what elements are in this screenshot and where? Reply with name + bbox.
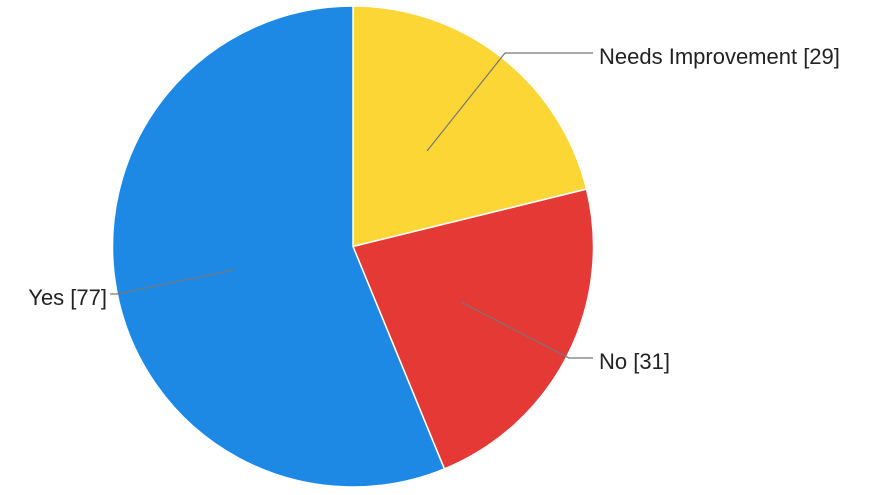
leader-line-needs-improvement — [426, 52, 593, 152]
slice-label-yes: Yes [77] — [28, 285, 107, 310]
slice-label-no: No [31] — [599, 349, 670, 374]
slices-layer — [111, 5, 595, 488]
leader-line-no — [460, 301, 593, 359]
leader-line-yes — [110, 269, 235, 295]
labels-layer: Needs Improvement [29] No [31] Yes [77] — [28, 44, 840, 374]
pie-slice-no — [352, 188, 595, 470]
pie-slice-yes — [111, 5, 446, 488]
leader-lines-layer — [110, 52, 593, 359]
slice-label-needs-improvement: Needs Improvement [29] — [599, 44, 840, 69]
